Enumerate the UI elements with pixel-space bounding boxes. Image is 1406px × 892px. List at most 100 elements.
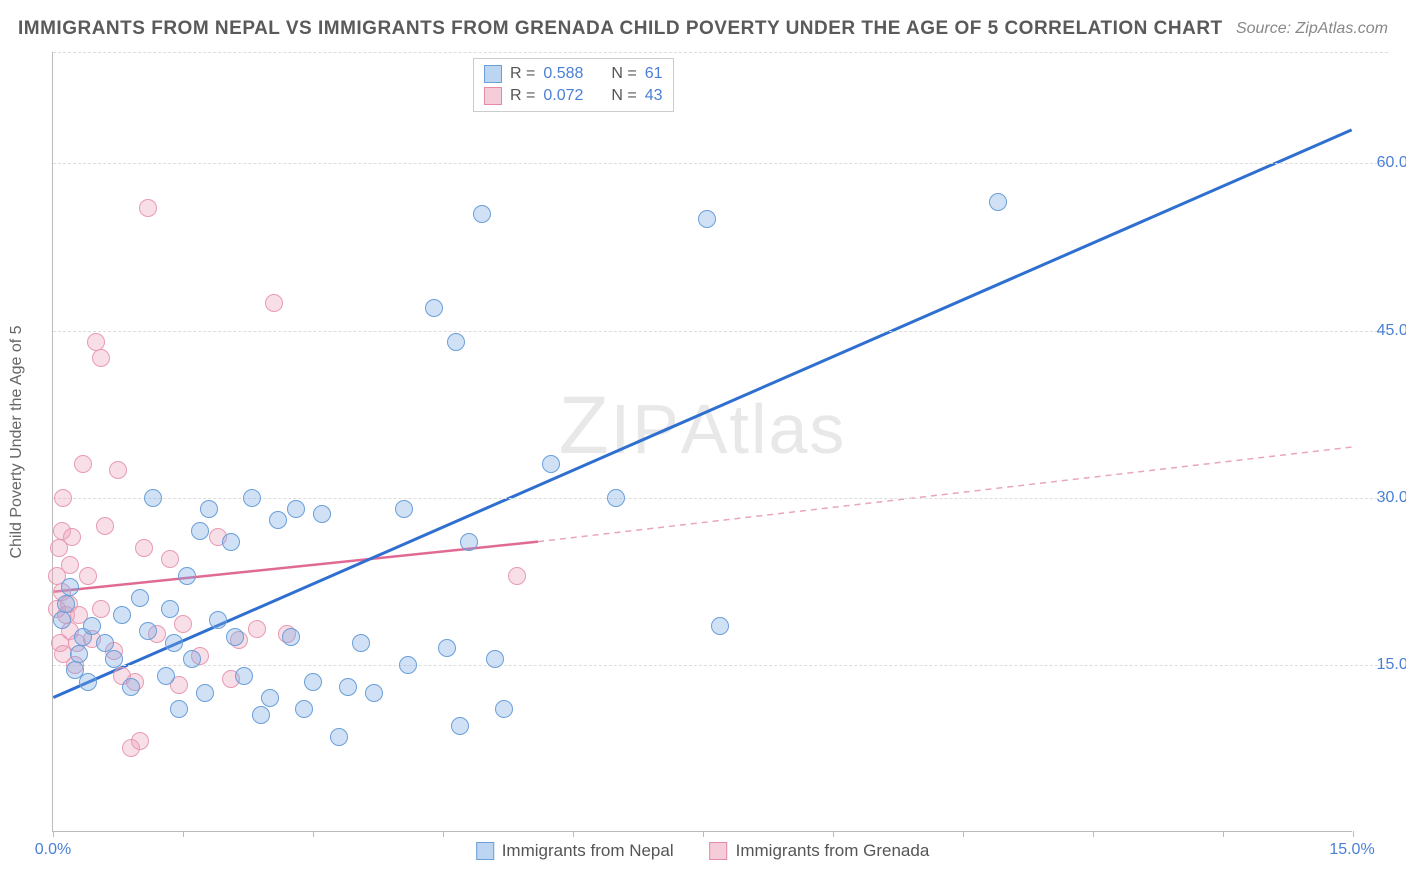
y-tick-label: 30.0%: [1362, 489, 1406, 507]
swatch-nepal-icon: [476, 842, 494, 860]
scatter-point-nepal: [495, 700, 513, 718]
scatter-point-nepal: [57, 595, 75, 613]
scatter-point-nepal: [144, 489, 162, 507]
x-tick-mark: [443, 831, 444, 837]
scatter-point-nepal: [235, 667, 253, 685]
scatter-point-nepal: [295, 700, 313, 718]
legend-row-grenada: R = 0.072 N = 43: [484, 85, 663, 107]
x-tick-mark: [833, 831, 834, 837]
swatch-grenada-icon: [484, 87, 502, 105]
scatter-point-nepal: [122, 678, 140, 696]
scatter-point-nepal: [352, 634, 370, 652]
scatter-point-nepal: [222, 533, 240, 551]
scatter-point-nepal: [139, 622, 157, 640]
n-value-nepal: 61: [645, 65, 663, 83]
scatter-point-nepal: [447, 333, 465, 351]
scatter-point-nepal: [131, 589, 149, 607]
scatter-point-nepal: [698, 210, 716, 228]
scatter-point-nepal: [96, 634, 114, 652]
scatter-point-nepal: [287, 500, 305, 518]
scatter-point-nepal: [178, 567, 196, 585]
gridline: [53, 331, 1388, 332]
scatter-point-nepal: [79, 673, 97, 691]
scatter-point-nepal: [313, 505, 331, 523]
scatter-point-nepal: [61, 578, 79, 596]
source-attribution: Source: ZipAtlas.com: [1236, 20, 1388, 38]
scatter-point-nepal: [170, 700, 188, 718]
x-tick-mark: [53, 831, 54, 837]
r-label: R =: [510, 87, 535, 105]
scatter-point-nepal: [486, 650, 504, 668]
scatter-point-nepal: [261, 689, 279, 707]
scatter-point-grenada: [92, 600, 110, 618]
scatter-point-nepal: [83, 617, 101, 635]
plot-area: Child Poverty Under the Age of 5 ZIPAtla…: [52, 52, 1352, 832]
scatter-point-nepal: [339, 678, 357, 696]
scatter-point-nepal: [395, 500, 413, 518]
scatter-point-nepal: [243, 489, 261, 507]
scatter-point-nepal: [542, 455, 560, 473]
y-tick-label: 45.0%: [1362, 322, 1406, 340]
scatter-point-nepal: [269, 511, 287, 529]
series-legend: Immigrants from Nepal Immigrants from Gr…: [476, 841, 930, 861]
y-axis-title: Child Poverty Under the Age of 5: [8, 325, 26, 558]
scatter-point-nepal: [607, 489, 625, 507]
scatter-point-grenada: [96, 517, 114, 535]
trendlines-layer: [53, 52, 1352, 831]
x-tick-mark: [703, 831, 704, 837]
scatter-point-grenada: [74, 455, 92, 473]
gridline: [53, 163, 1388, 164]
swatch-nepal-icon: [484, 65, 502, 83]
scatter-point-nepal: [113, 606, 131, 624]
scatter-point-nepal: [196, 684, 214, 702]
scatter-point-nepal: [460, 533, 478, 551]
y-tick-label: 60.0%: [1362, 154, 1406, 172]
r-value-grenada: 0.072: [543, 87, 583, 105]
n-value-grenada: 43: [645, 87, 663, 105]
x-tick-mark: [1223, 831, 1224, 837]
scatter-point-nepal: [200, 500, 218, 518]
x-tick-mark: [183, 831, 184, 837]
n-label: N =: [611, 87, 636, 105]
legend-item-grenada: Immigrants from Grenada: [710, 841, 930, 861]
scatter-point-nepal: [473, 205, 491, 223]
watermark: ZIPAtlas: [559, 379, 847, 473]
x-tick-mark: [313, 831, 314, 837]
scatter-point-grenada: [109, 461, 127, 479]
y-tick-label: 15.0%: [1362, 656, 1406, 674]
scatter-point-grenada: [139, 199, 157, 217]
x-tick-mark: [963, 831, 964, 837]
x-tick-mark: [573, 831, 574, 837]
scatter-point-nepal: [399, 656, 417, 674]
scatter-point-nepal: [105, 650, 123, 668]
scatter-point-nepal: [183, 650, 201, 668]
scatter-point-nepal: [161, 600, 179, 618]
r-label: R =: [510, 65, 535, 83]
scatter-point-nepal: [70, 645, 88, 663]
x-axis-max-label: 15.0%: [1329, 841, 1374, 859]
scatter-point-grenada: [174, 615, 192, 633]
scatter-point-nepal: [989, 193, 1007, 211]
scatter-point-nepal: [425, 299, 443, 317]
scatter-point-nepal: [304, 673, 322, 691]
x-tick-mark: [1093, 831, 1094, 837]
gridline: [53, 665, 1388, 666]
scatter-point-grenada: [61, 556, 79, 574]
scatter-point-nepal: [165, 634, 183, 652]
n-label: N =: [611, 65, 636, 83]
x-tick-mark: [1353, 831, 1354, 837]
scatter-point-nepal: [282, 628, 300, 646]
gridline: [53, 52, 1388, 53]
swatch-grenada-icon: [710, 842, 728, 860]
scatter-point-grenada: [63, 528, 81, 546]
scatter-point-grenada: [87, 333, 105, 351]
x-axis-min-label: 0.0%: [35, 841, 71, 859]
scatter-point-nepal: [191, 522, 209, 540]
scatter-point-nepal: [365, 684, 383, 702]
scatter-point-nepal: [53, 611, 71, 629]
scatter-point-grenada: [131, 732, 149, 750]
scatter-point-grenada: [508, 567, 526, 585]
scatter-point-nepal: [438, 639, 456, 657]
scatter-point-grenada: [54, 489, 72, 507]
scatter-point-nepal: [252, 706, 270, 724]
